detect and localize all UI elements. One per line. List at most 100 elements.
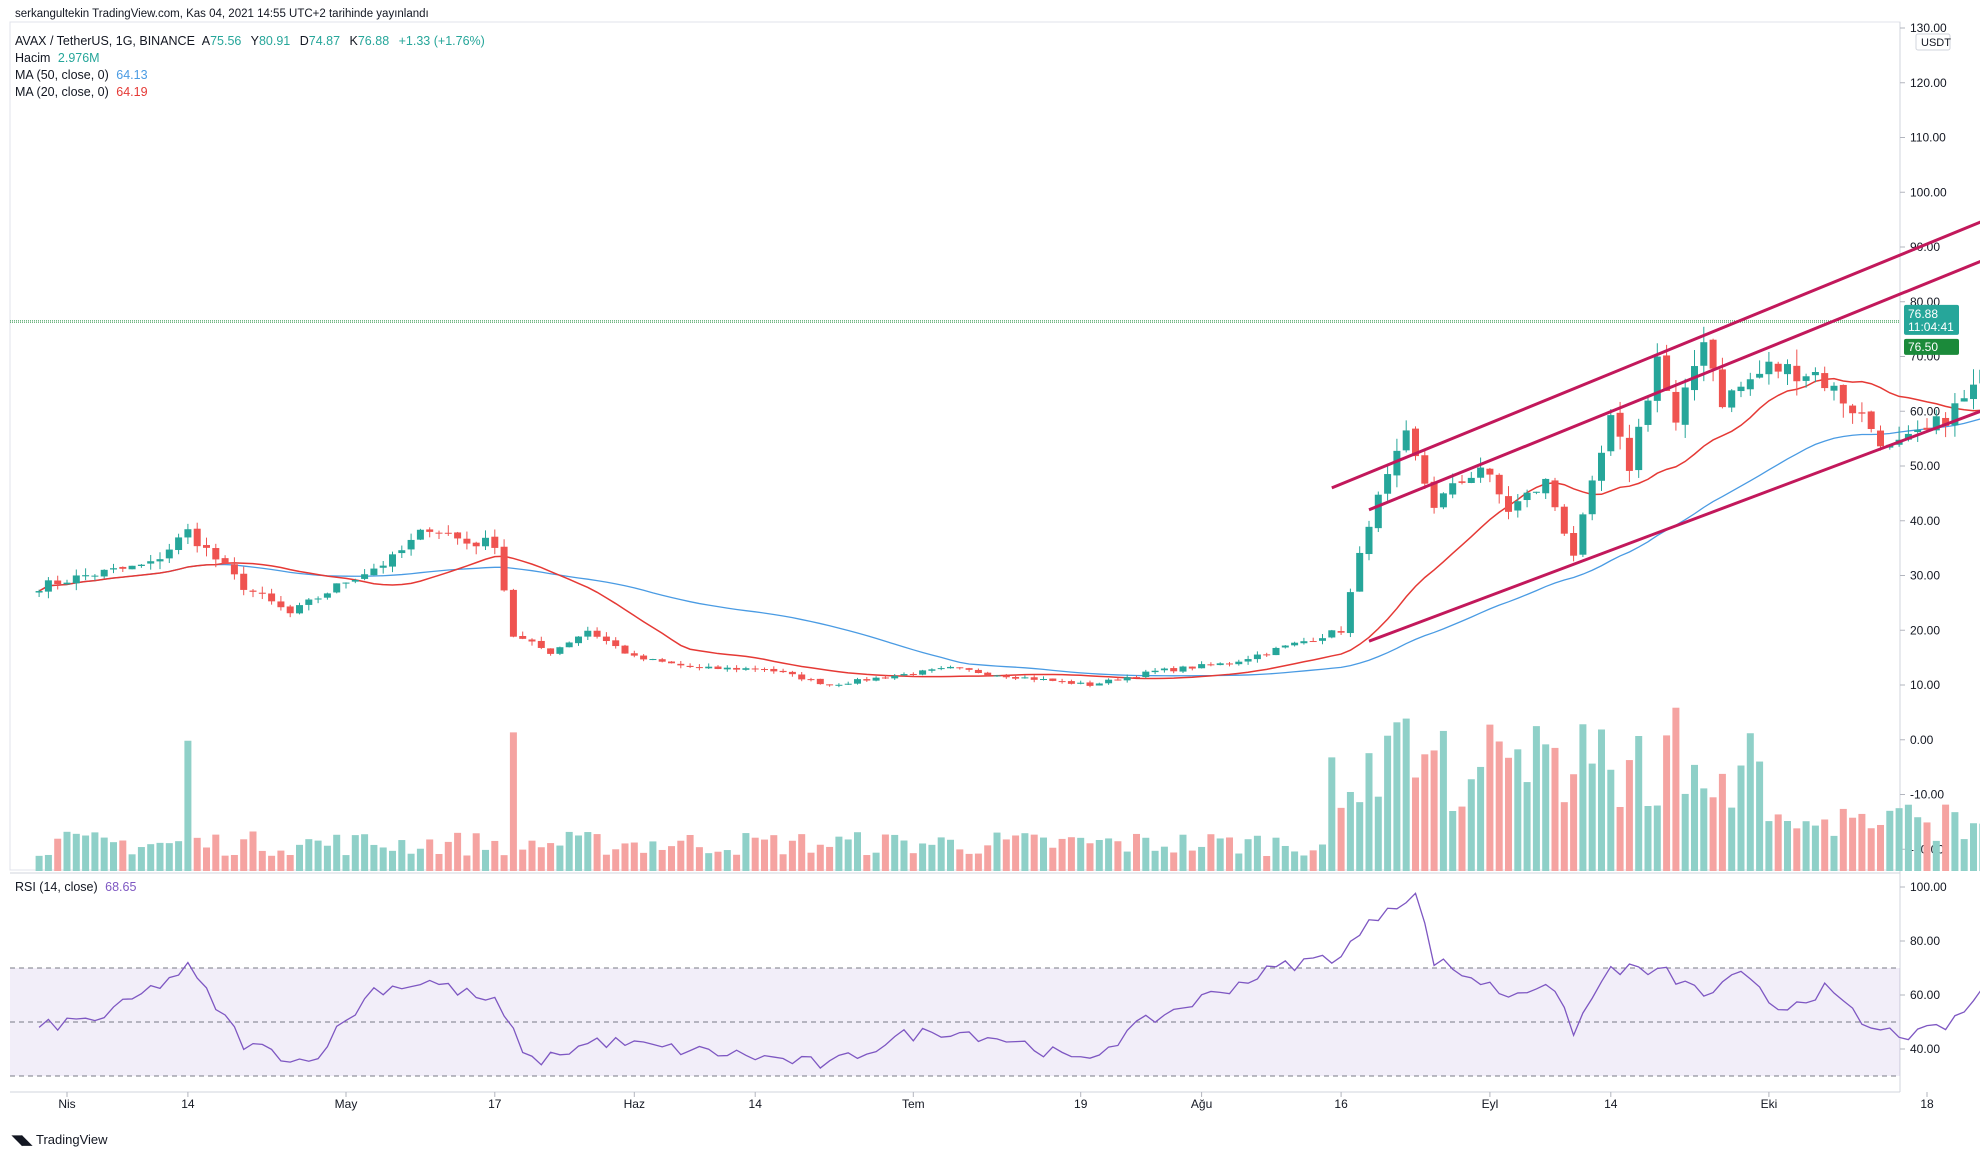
volume-bar	[1049, 847, 1057, 871]
line-price-label: 76.50	[1908, 340, 1938, 354]
symbol-name[interactable]: AVAX / TetherUS, 1G, BINANCE	[15, 34, 195, 48]
volume-bar	[1402, 718, 1410, 871]
candle-body	[1300, 641, 1308, 644]
candle	[82, 568, 90, 581]
candle	[1811, 367, 1819, 383]
open-value: 75.56	[210, 34, 242, 48]
volume-bar	[1653, 805, 1661, 871]
volume-bar	[1830, 835, 1838, 871]
candle-body	[1598, 452, 1605, 481]
candle-body	[723, 667, 731, 670]
volume-bar	[649, 841, 657, 871]
candle-body	[1532, 491, 1540, 493]
volume-bar	[1430, 750, 1438, 871]
volume-bar	[761, 839, 768, 871]
volume-bar	[296, 844, 303, 871]
candle-body	[1625, 437, 1633, 471]
candle	[333, 583, 341, 594]
volume-bar	[1151, 850, 1159, 871]
volume-bar	[705, 853, 713, 871]
candle	[1932, 409, 1940, 435]
candle	[1523, 489, 1531, 508]
candle	[277, 596, 285, 611]
candle	[426, 527, 434, 538]
volume-bar	[1821, 819, 1829, 871]
candle	[519, 631, 527, 640]
volume-bar	[491, 840, 499, 871]
candle-body	[1718, 369, 1726, 408]
candle-body	[891, 675, 899, 679]
volume-bar	[1532, 726, 1540, 871]
candle-body	[602, 636, 610, 642]
candle	[1970, 369, 1977, 410]
candle-body	[919, 670, 927, 675]
volume-bar	[798, 834, 806, 871]
candle	[909, 672, 917, 677]
time-tick-label: Eyl	[1482, 1097, 1499, 1111]
candle-body	[156, 559, 164, 562]
symbol-legend[interactable]: AVAX / TetherUS, 1G, BINANCE A75.56 Y80.…	[15, 34, 489, 48]
candle-body	[1030, 677, 1038, 680]
candle-body	[1012, 677, 1020, 679]
candle	[1756, 360, 1764, 379]
candle-body	[556, 647, 564, 654]
ma20-legend[interactable]: MA (20, close, 0) 64.19	[15, 85, 152, 99]
candle-body	[1412, 428, 1419, 457]
candle-body	[1123, 677, 1131, 681]
candle	[463, 531, 471, 550]
candle-body	[203, 545, 210, 548]
volume-bar	[575, 835, 582, 871]
volume-bar	[389, 850, 396, 871]
volume-bar	[305, 839, 313, 871]
candle-body	[361, 574, 369, 579]
high-value: 80.91	[258, 34, 291, 48]
candle-body	[816, 678, 824, 685]
volume-bar	[175, 841, 183, 871]
volume-bar	[928, 844, 936, 871]
volume-legend[interactable]: Hacim 2.976M	[15, 51, 104, 65]
volume-bar	[668, 846, 675, 871]
volume-bar	[137, 847, 145, 871]
candle-body	[482, 537, 489, 547]
candle-body	[379, 565, 387, 568]
candle	[249, 588, 257, 598]
candle	[761, 667, 768, 673]
candle-body	[658, 659, 666, 662]
currency-label: USDT	[1921, 37, 1951, 49]
time-tick-label: Ağu	[1191, 1097, 1212, 1111]
candle	[1049, 678, 1057, 682]
candle-body	[1523, 492, 1531, 501]
candle-body	[1607, 415, 1615, 452]
rsi-legend[interactable]: RSI (14, close) 68.65	[15, 880, 140, 894]
candle	[1802, 373, 1810, 388]
volume-bar	[342, 855, 350, 871]
volume-bar	[984, 845, 992, 871]
candle-body	[537, 640, 545, 648]
volume-bar	[1588, 763, 1596, 871]
tradingview-logo[interactable]: ◥◣ TradingView	[12, 1132, 108, 1148]
candle-body	[323, 593, 331, 598]
ma50-legend[interactable]: MA (50, close, 0) 64.13	[15, 68, 152, 82]
candle	[1133, 675, 1140, 679]
volume-bar	[1811, 825, 1819, 871]
candle	[872, 676, 880, 682]
volume-bar	[1951, 812, 1959, 871]
candle	[1086, 680, 1094, 688]
candle-body	[333, 583, 341, 593]
candle-body	[640, 655, 648, 660]
candle-body	[742, 668, 750, 670]
candle-body	[1337, 631, 1345, 633]
candle-body	[82, 575, 90, 577]
volume-bar	[733, 854, 741, 871]
volume-bar	[1793, 828, 1801, 871]
candle	[1114, 677, 1122, 681]
candle	[1244, 655, 1252, 665]
volume-bar	[258, 850, 266, 871]
volume-bar	[1914, 817, 1922, 871]
candle	[1356, 546, 1364, 592]
candle	[435, 530, 443, 539]
candle	[1514, 494, 1522, 518]
candle-body	[1793, 365, 1801, 382]
candle	[593, 627, 601, 639]
